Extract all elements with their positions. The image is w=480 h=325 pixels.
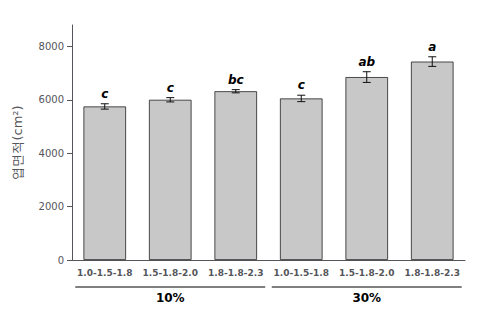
svg-text:ab: ab <box>358 55 375 69</box>
svg-text:1.0-1.5-1.8: 1.0-1.5-1.8 <box>77 268 132 278</box>
svg-text:엽면적(cm²): 엽면적(cm²) <box>10 105 25 179</box>
svg-text:1.8-1.8-2.3: 1.8-1.8-2.3 <box>405 268 460 278</box>
svg-text:1.0-1.5-1.8: 1.0-1.5-1.8 <box>274 268 329 278</box>
svg-text:30%: 30% <box>352 291 381 305</box>
svg-text:2000: 2000 <box>39 201 64 212</box>
svg-text:1.8-1.8-2.3: 1.8-1.8-2.3 <box>208 268 263 278</box>
svg-text:c: c <box>167 81 174 95</box>
svg-text:8000: 8000 <box>39 41 64 52</box>
svg-text:1.5-1.8-2.0: 1.5-1.8-2.0 <box>339 268 394 278</box>
svg-text:c: c <box>298 78 305 92</box>
svg-text:0: 0 <box>58 255 64 266</box>
svg-text:c: c <box>101 87 108 101</box>
svg-text:4000: 4000 <box>39 148 64 159</box>
svg-text:1.5-1.8-2.0: 1.5-1.8-2.0 <box>143 268 198 278</box>
svg-text:bc: bc <box>228 73 244 87</box>
svg-text:10%: 10% <box>156 291 185 305</box>
svg-text:a: a <box>428 40 436 54</box>
svg-text:6000: 6000 <box>39 94 64 105</box>
